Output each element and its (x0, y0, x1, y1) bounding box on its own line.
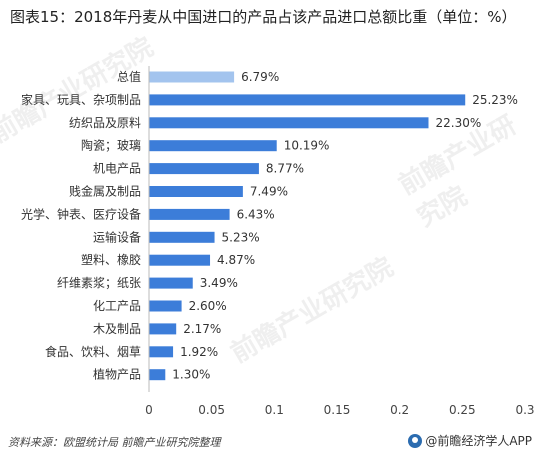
category-label: 总值 (117, 69, 141, 84)
data-label: 6.79% (241, 70, 279, 84)
data-label: 2.60% (189, 299, 227, 313)
category-label: 机电产品 (93, 162, 141, 176)
brand-logo-icon (408, 433, 423, 448)
chart-title: 图表15：2018年丹麦从中国进口的产品占该产品进口总额比重（单位：%） (10, 8, 517, 26)
category-label: 光学、钟表、医疗设备 (21, 206, 141, 221)
brand: @前瞻经济学人APP (408, 432, 532, 449)
x-tick-label: 0 (145, 403, 153, 417)
data-label: 22.30% (435, 116, 481, 130)
brand-label: @前瞻经济学人APP (425, 434, 532, 448)
data-label: 1.92% (180, 345, 218, 359)
data-label: 2.17% (183, 322, 221, 336)
bar (149, 94, 466, 106)
category-label: 食品、饮料、烟草 (45, 344, 141, 359)
bar (149, 231, 215, 243)
bar (149, 369, 166, 381)
data-label: 25.23% (472, 93, 518, 107)
data-label: 8.77% (266, 162, 304, 176)
data-label: 7.49% (250, 185, 288, 199)
data-label: 6.43% (237, 207, 275, 221)
x-tick-label: 0.1 (265, 403, 284, 417)
bar (149, 71, 235, 83)
x-tick-label: 0.2 (390, 403, 409, 417)
bar (149, 277, 193, 289)
x-tick-label: 0.25 (449, 403, 476, 417)
category-label: 陶瓷；玻璃 (81, 138, 141, 153)
category-label: 化工产品 (93, 299, 141, 313)
bar (149, 346, 174, 358)
bar (149, 323, 177, 335)
bar (149, 140, 277, 152)
category-label: 植物产品 (93, 367, 141, 382)
bar (149, 208, 230, 220)
bar (149, 163, 259, 175)
bar (149, 300, 182, 312)
category-label: 纺织品及原料 (69, 116, 141, 130)
bar (149, 117, 429, 129)
data-label: 3.49% (200, 276, 238, 290)
data-label: 10.19% (284, 139, 330, 153)
x-tick-label: 0.3 (515, 403, 534, 417)
category-label: 纤维素浆；纸张 (57, 275, 141, 290)
data-label: 5.23% (222, 230, 260, 244)
data-label: 4.87% (217, 253, 255, 267)
category-label: 家具、玩具、杂项制品 (21, 92, 141, 107)
bar (149, 254, 211, 266)
category-label: 运输设备 (93, 229, 141, 244)
data-label: 1.30% (172, 368, 210, 382)
category-label: 塑料、橡胶 (81, 252, 141, 267)
x-tick-label: 0.05 (198, 403, 225, 417)
source-note: 资料来源：欧盟统计局 前瞻产业研究院整理 (8, 436, 221, 449)
bar (149, 186, 243, 197)
x-tick-label: 0.15 (324, 403, 351, 417)
category-label: 木及制品 (93, 322, 141, 336)
category-label: 贱金属及制品 (69, 184, 141, 199)
